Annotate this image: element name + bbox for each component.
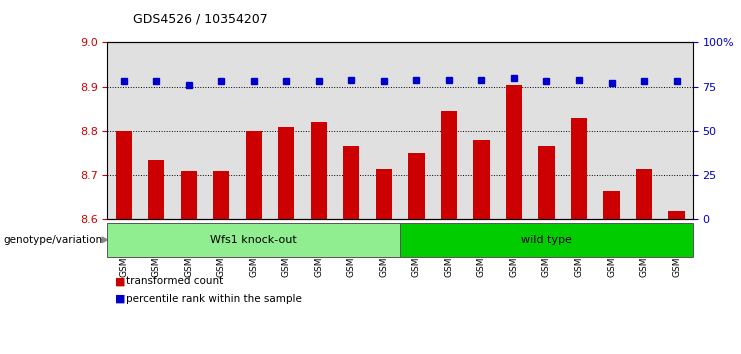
Bar [441,111,457,219]
Text: GDS4526 / 10354207: GDS4526 / 10354207 [133,12,268,25]
Bar [368,42,400,219]
Bar [668,211,685,219]
Bar [603,191,619,219]
Bar [660,42,693,219]
Bar [343,147,359,219]
Bar [310,122,327,219]
Bar [376,169,392,219]
Bar [278,126,294,219]
Bar [628,42,660,219]
Text: transformed count: transformed count [126,276,223,286]
Bar [107,42,140,219]
Bar [246,131,262,219]
Bar [238,42,270,219]
Bar [636,169,652,219]
Bar [302,42,335,219]
Bar [473,140,490,219]
Bar [173,42,205,219]
Text: ■: ■ [115,294,125,304]
Bar [140,42,173,219]
Bar [465,42,498,219]
Bar [433,42,465,219]
Bar [270,42,302,219]
Bar [408,153,425,219]
Bar [498,42,531,219]
Bar [400,42,433,219]
Bar [116,131,132,219]
Bar [506,85,522,219]
Bar [335,42,368,219]
Bar [213,171,230,219]
Bar [571,118,587,219]
Text: Wfs1 knock-out: Wfs1 knock-out [210,235,297,245]
Bar [539,147,554,219]
Text: percentile rank within the sample: percentile rank within the sample [126,294,302,304]
Bar [181,171,197,219]
Text: ■: ■ [115,276,125,286]
Bar [205,42,238,219]
Text: wild type: wild type [521,235,572,245]
Bar [531,42,562,219]
Bar [595,42,628,219]
Bar [562,42,595,219]
Text: genotype/variation: genotype/variation [4,235,103,245]
Bar [148,160,165,219]
